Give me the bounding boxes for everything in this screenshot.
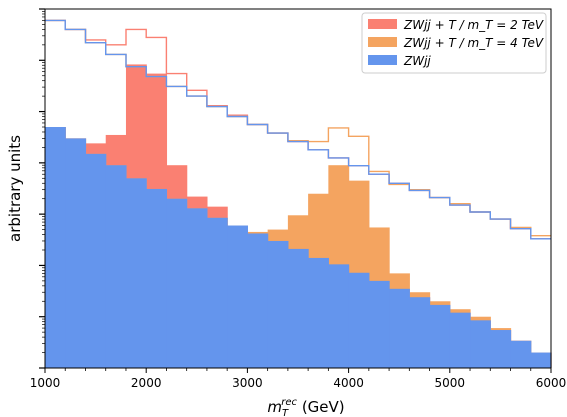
legend: ZWjj + T / m_T = 2 TeV ZWjj + T / m_T = 4… — [361, 12, 547, 74]
legend-box — [361, 12, 547, 74]
legend-swatch — [368, 55, 397, 65]
histogram-bar — [105, 165, 127, 368]
histogram-bar — [166, 198, 188, 368]
histogram-bar — [186, 208, 208, 368]
plot-frame — [44, 8, 552, 369]
x-tick-label: 1000 — [30, 376, 61, 390]
histogram-bar — [85, 153, 107, 368]
x-tick-label: 3000 — [232, 376, 263, 390]
legend-swatch — [368, 37, 397, 47]
y-axis-label: arbitrary units — [6, 135, 24, 242]
histogram-bar — [65, 138, 87, 368]
histogram-bar — [530, 352, 552, 368]
legend-entry: ZWjj + T / m_T = 4 TeV — [403, 36, 544, 50]
histogram-bar — [328, 264, 350, 368]
histogram-bar — [429, 304, 451, 368]
histogram-bar — [449, 312, 471, 368]
histogram-bar — [146, 188, 168, 368]
histogram-bar — [287, 248, 309, 368]
histogram-bar — [45, 127, 66, 368]
histogram-bar — [389, 288, 410, 368]
x-tick-label: 2000 — [131, 376, 162, 390]
legend-entry: ZWjj — [403, 54, 431, 68]
histogram-bar — [247, 233, 269, 368]
filled-histograms — [45, 64, 552, 368]
histogram-bar — [308, 257, 329, 368]
histogram-bar — [206, 217, 228, 368]
legend-swatch — [368, 19, 397, 29]
histogram-bar — [267, 240, 289, 368]
x-axis-label: mTrec (GeV) — [267, 397, 344, 417]
histogram-bar — [368, 280, 390, 368]
legend-entry: ZWjj + T / m_T = 2 TeV — [403, 18, 544, 32]
histogram-bar — [490, 330, 512, 368]
axis-labels: mTrec (GeV) arbitrary units — [6, 135, 345, 417]
histogram-bar — [470, 320, 491, 368]
histogram-bar — [348, 272, 370, 368]
x-tick-label: 5000 — [435, 376, 466, 390]
outline-histograms — [45, 19, 551, 240]
axes: 1000 2000 3000 4000 5000 6000 — [30, 8, 567, 390]
histogram-bar — [227, 225, 248, 368]
histogram-bar — [125, 178, 147, 368]
filled-series-0 — [45, 127, 552, 368]
histogram-bar — [409, 297, 431, 368]
histogram-bar — [510, 340, 532, 368]
x-tick-label: 6000 — [536, 376, 567, 390]
x-tick-label: 4000 — [333, 376, 364, 390]
outline-series-0 — [45, 19, 551, 240]
